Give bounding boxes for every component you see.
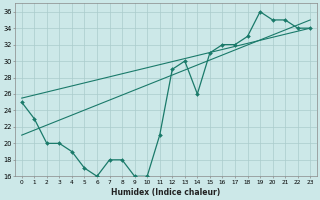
X-axis label: Humidex (Indice chaleur): Humidex (Indice chaleur) (111, 188, 220, 197)
